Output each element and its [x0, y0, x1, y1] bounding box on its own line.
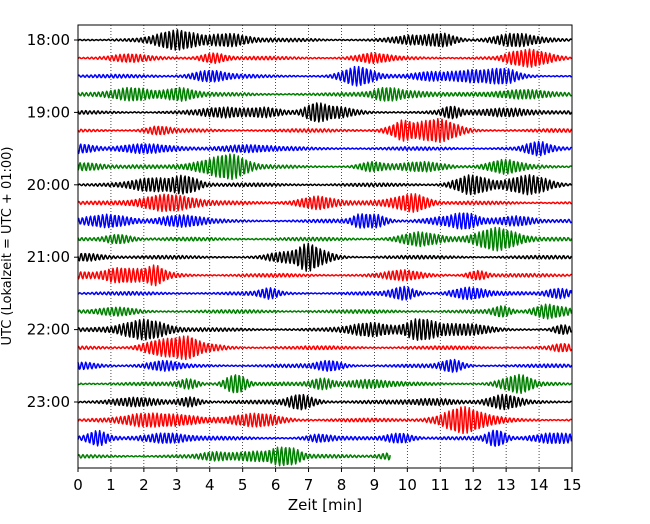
x-tick-label: 11 — [431, 476, 450, 494]
x-tick-label: 6 — [271, 476, 281, 494]
trace-line — [77, 65, 572, 87]
trace-line — [77, 86, 572, 102]
x-tick-label: 10 — [398, 476, 417, 494]
x-tick-label: 2 — [139, 476, 149, 494]
trace-line — [77, 405, 572, 435]
trace-line — [77, 285, 573, 301]
trace-line — [77, 193, 572, 213]
trace-line — [77, 48, 573, 68]
y-tick-label: 18:00 — [27, 31, 70, 49]
y-axis-label: UTC (Lokalzeit = UTC + 01:00) — [0, 147, 15, 346]
x-tick-label: 1 — [106, 476, 116, 494]
plot-frame — [77, 24, 573, 469]
x-tick-label: 7 — [304, 476, 314, 494]
x-tick-label: 3 — [172, 476, 182, 494]
trace-line — [77, 140, 572, 157]
x-tick-label: 9 — [370, 476, 380, 494]
x-axis-ticks: 0 1 2 3 4 5 6 7 8 9 10 11 12 13 14 15 — [73, 468, 582, 494]
y-tick-label: 22:00 — [27, 321, 70, 339]
trace-line — [77, 393, 572, 411]
trace-line — [77, 226, 573, 252]
x-tick-label: 5 — [238, 476, 248, 494]
trace-line — [77, 212, 573, 230]
x-tick-label: 8 — [337, 476, 347, 494]
trace-line — [77, 102, 573, 123]
trace-line — [77, 117, 573, 143]
trace-line — [77, 29, 573, 51]
trace-line — [77, 318, 573, 341]
trace-line — [77, 303, 573, 320]
trace-line — [77, 446, 391, 467]
trace-line — [77, 429, 573, 447]
x-tick-label: 4 — [205, 476, 215, 494]
x-tick-label: 13 — [497, 476, 516, 494]
trace-line — [77, 373, 572, 394]
trace-line — [77, 242, 573, 272]
y-tick-label: 21:00 — [27, 248, 70, 266]
trace-line — [77, 264, 572, 287]
trace-line — [77, 358, 573, 373]
trace-line — [77, 335, 573, 361]
x-tick-label: 15 — [562, 476, 581, 494]
y-tick-label: 20:00 — [27, 176, 70, 194]
x-tick-label: 0 — [73, 476, 83, 494]
y-tick-label: 23:00 — [27, 393, 70, 411]
x-axis-label: Zeit [min] — [288, 496, 362, 514]
trace-line — [77, 174, 573, 196]
y-axis-ticks: 18:00 19:00 20:00 21:00 22:00 23:00 — [27, 31, 78, 411]
y-tick-label: 19:00 — [27, 103, 70, 121]
trace-group — [77, 29, 573, 467]
trace-line — [77, 153, 572, 181]
x-tick-label: 12 — [464, 476, 483, 494]
x-tick-label: 14 — [530, 476, 549, 494]
